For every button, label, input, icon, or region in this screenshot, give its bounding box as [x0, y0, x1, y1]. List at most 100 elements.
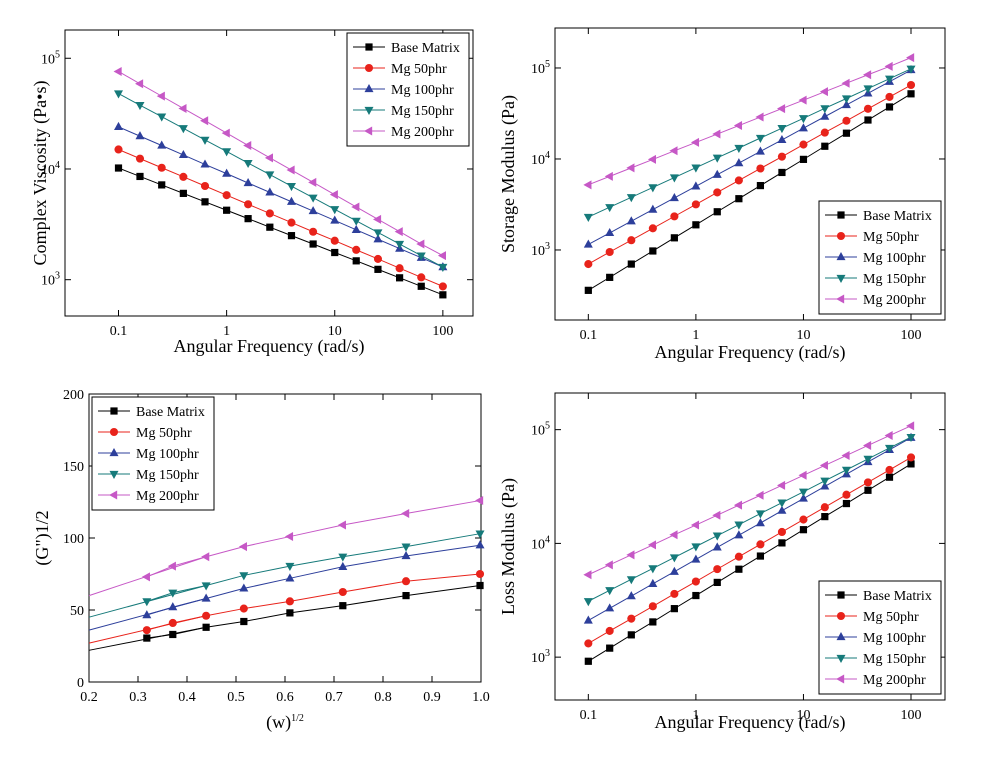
tick-label: 0 [77, 676, 84, 691]
marker [842, 116, 851, 125]
marker [836, 632, 846, 641]
marker [776, 480, 786, 490]
marker [475, 530, 485, 539]
marker [819, 87, 828, 97]
tick-label: 150 [63, 460, 84, 475]
marker [691, 554, 701, 563]
marker [200, 116, 209, 126]
marker [201, 593, 211, 602]
marker [264, 153, 273, 163]
marker [626, 550, 635, 560]
marker [167, 561, 176, 571]
marker [712, 154, 722, 163]
x-axis-label-text: Angular Frequency (rad/s) [655, 712, 846, 733]
marker [836, 611, 846, 621]
marker [864, 486, 872, 494]
marker [223, 206, 231, 214]
marker [798, 488, 808, 497]
marker [821, 513, 829, 521]
marker [114, 145, 123, 154]
series-line [146, 573, 481, 631]
marker [712, 532, 722, 541]
marker [157, 113, 167, 122]
marker [476, 581, 484, 590]
legend-label: Base Matrix [136, 405, 205, 420]
marker [142, 598, 152, 607]
marker [734, 158, 744, 167]
marker [309, 240, 317, 248]
tick-label: 103 [41, 271, 60, 289]
marker [109, 490, 118, 500]
marker [627, 614, 636, 623]
marker [178, 149, 188, 159]
marker [669, 192, 679, 202]
marker [244, 215, 252, 223]
marker [266, 223, 274, 231]
marker [221, 128, 230, 138]
marker [605, 626, 614, 635]
marker [798, 470, 807, 480]
marker [885, 103, 894, 111]
marker [239, 572, 249, 581]
marker [756, 552, 765, 560]
marker [308, 177, 317, 187]
marker [821, 142, 829, 150]
marker [734, 552, 743, 561]
marker [365, 43, 373, 51]
marker [114, 90, 124, 99]
marker [351, 217, 361, 226]
marker [583, 239, 593, 248]
series-line [146, 544, 481, 616]
marker [735, 195, 743, 203]
series-line [118, 93, 444, 268]
marker [885, 444, 895, 453]
marker [417, 282, 425, 290]
marker [604, 171, 613, 181]
marker [143, 634, 151, 642]
marker [648, 602, 657, 611]
tick-label: 100 [901, 328, 922, 343]
marker [239, 583, 249, 592]
tick-label: 0.1 [580, 708, 598, 723]
marker [113, 66, 122, 76]
marker [863, 70, 872, 80]
tick-label: 104 [531, 534, 550, 552]
legend-label: Base Matrix [863, 209, 932, 224]
marker [265, 209, 274, 218]
marker [756, 164, 765, 173]
series-line [146, 500, 481, 578]
marker [626, 163, 635, 173]
tick-label-exp: 3 [545, 241, 550, 252]
series-line [588, 425, 912, 576]
marker [627, 631, 635, 639]
marker [339, 602, 347, 610]
marker [820, 477, 830, 486]
marker [647, 540, 656, 550]
marker [670, 234, 678, 242]
marker [338, 587, 347, 597]
marker [669, 566, 679, 575]
series-line [588, 437, 912, 621]
tick-label-base: 10 [531, 651, 545, 666]
marker [287, 218, 296, 227]
marker [884, 61, 893, 71]
marker [756, 181, 765, 190]
tick-label: 104 [531, 150, 550, 168]
legend-label: Mg 200phr [136, 489, 199, 504]
tick-label-base: 10 [41, 52, 55, 67]
series-line [118, 167, 444, 296]
legend-label: Mg 50phr [863, 610, 919, 625]
marker [239, 604, 248, 613]
marker [201, 198, 209, 206]
marker [734, 521, 744, 530]
marker [836, 654, 846, 663]
tick-label: 103 [531, 241, 550, 259]
marker [755, 490, 764, 500]
marker [842, 499, 851, 508]
marker [178, 103, 187, 113]
marker [351, 202, 360, 212]
marker [777, 125, 787, 134]
tick-label: 1 [692, 708, 699, 723]
marker [439, 291, 447, 299]
marker [841, 100, 851, 109]
